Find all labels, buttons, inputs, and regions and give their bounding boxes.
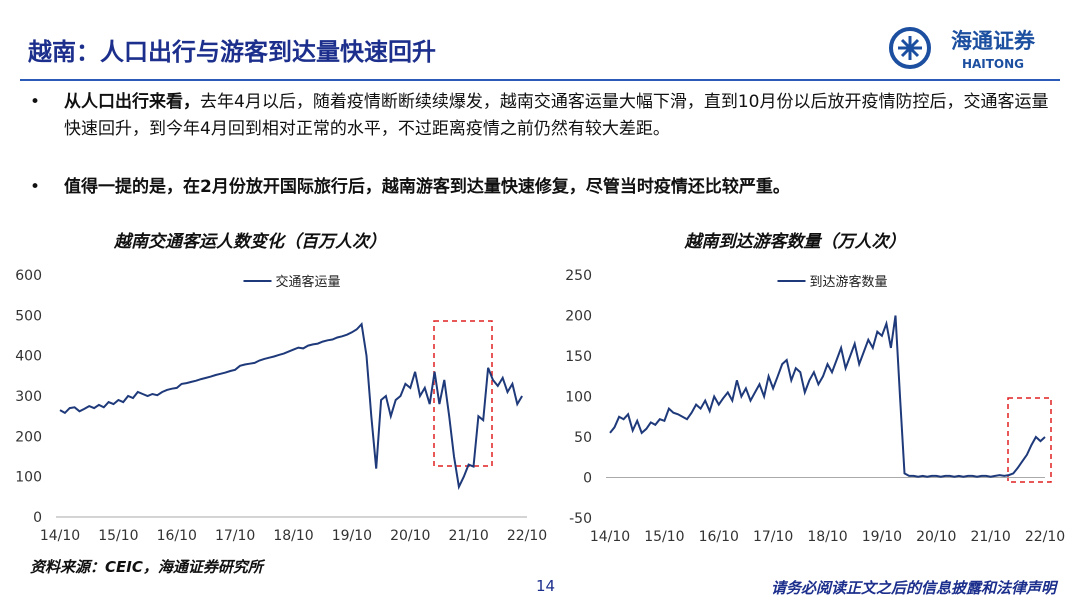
disclaimer: 请务必阅读正文之后的信息披露和法律声明 xyxy=(770,579,1056,597)
y-tick-label: 50 xyxy=(574,430,592,446)
y-tick-label: 500 xyxy=(15,308,42,324)
x-tick-label: 21/10 xyxy=(448,528,488,544)
highlight-box xyxy=(433,320,493,467)
y-tick-label: 200 xyxy=(565,309,592,325)
y-tick-label: 250 xyxy=(565,268,592,284)
x-tick-label: 14/10 xyxy=(590,529,630,545)
x-tick-label: 15/10 xyxy=(98,528,138,544)
y-tick-label: 600 xyxy=(15,268,42,284)
header-rule xyxy=(20,79,1060,81)
logo-mark xyxy=(898,36,922,60)
logo-en: HAITONG xyxy=(962,57,1024,71)
series-line xyxy=(609,315,1046,478)
x-tick-label: 17/10 xyxy=(753,529,793,545)
bullet: • 值得一提的是，在2月份放开国际旅行后，越南游客到达量快速修复，尽管当时疫情还比… xyxy=(30,177,790,197)
bullet-text: 去年4月以后，随着疫情断断续续爆发，越南交通客运量大幅下滑，直到10月份以后放开… xyxy=(64,92,1049,139)
legend-label: 到达游客数量 xyxy=(810,274,888,290)
bullet-lead: 从人口出行来看， xyxy=(64,92,200,112)
chart-title: 越南到达游客数量（万人次） xyxy=(684,232,906,252)
y-tick-label: 100 xyxy=(565,390,592,406)
x-tick-label: 20/10 xyxy=(390,528,430,544)
logo: 海通证券 HAITONG xyxy=(889,27,1036,71)
bullet: • 从人口出行来看，去年4月以后，随着疫情断断续续爆发，越南交通客运量大幅下滑，直… xyxy=(30,92,1049,139)
y-tick-label: 400 xyxy=(15,349,42,365)
x-tick-label: 16/10 xyxy=(699,529,739,545)
y-tick-label: 100 xyxy=(15,470,42,486)
y-tick-label: 0 xyxy=(33,510,42,526)
series-line xyxy=(59,322,523,491)
x-tick-label: 18/10 xyxy=(807,529,847,545)
x-tick-label: 22/10 xyxy=(507,528,547,544)
y-tick-label: 300 xyxy=(15,389,42,405)
x-tick-label: 22/10 xyxy=(1025,529,1065,545)
x-tick-label: 21/10 xyxy=(970,529,1010,545)
x-tick-label: 14/10 xyxy=(40,528,80,544)
logo-ring xyxy=(889,27,931,69)
chart-title: 越南交通客运人数变化（百万人次） xyxy=(113,232,386,252)
x-tick-label: 15/10 xyxy=(644,529,684,545)
logo-cn: 海通证券 xyxy=(951,29,1036,53)
x-tick-label: 17/10 xyxy=(215,528,255,544)
y-tick-label: 0 xyxy=(583,471,592,487)
x-tick-label: 18/10 xyxy=(273,528,313,544)
x-tick-label: 19/10 xyxy=(862,529,902,545)
y-tick-label: 150 xyxy=(565,349,592,365)
bullet-lead: 值得一提的是，在2月份放开国际旅行后，越南游客到达量快速修复，尽管当时疫情还比较… xyxy=(64,177,790,197)
page-number: 14 xyxy=(536,577,556,595)
x-tick-label: 16/10 xyxy=(157,528,197,544)
source-note: 资料来源：CEIC，海通证券研究所 xyxy=(30,558,263,576)
y-tick-label: -50 xyxy=(569,511,592,527)
slide-title: 越南：人口出行与游客到达量快速回升 xyxy=(28,38,436,66)
legend-label: 交通客运量 xyxy=(276,274,341,290)
x-tick-label: 20/10 xyxy=(916,529,956,545)
x-tick-label: 19/10 xyxy=(332,528,372,544)
y-tick-label: 200 xyxy=(15,429,42,445)
highlight-box xyxy=(1007,397,1052,483)
charts: 越南交通客运人数变化（百万人次）010020030040050060014/10… xyxy=(15,232,1065,545)
